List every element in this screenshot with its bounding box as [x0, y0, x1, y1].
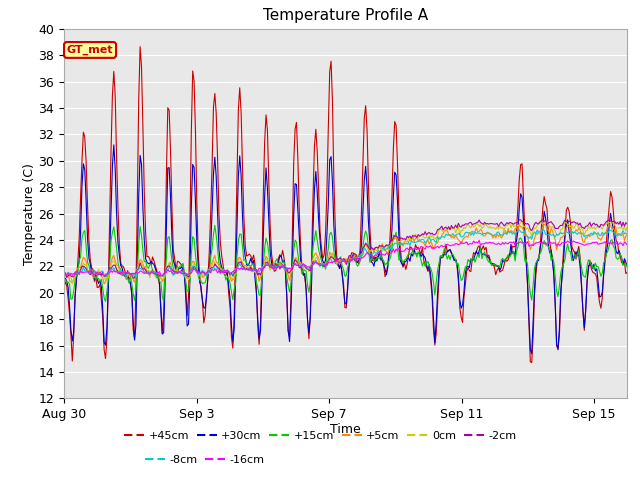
+5cm	[100, 281, 108, 287]
+15cm	[459, 276, 467, 282]
-16cm	[458, 239, 465, 245]
+30cm	[250, 258, 257, 264]
Y-axis label: Temperature (C): Temperature (C)	[22, 163, 36, 264]
+30cm	[60, 276, 68, 282]
0cm	[474, 221, 481, 227]
-16cm	[476, 238, 483, 243]
X-axis label: Time: Time	[330, 422, 361, 435]
+30cm	[230, 326, 238, 332]
-8cm	[570, 230, 577, 236]
+15cm	[376, 256, 383, 262]
0cm	[570, 226, 577, 231]
-2cm	[230, 270, 238, 276]
-16cm	[474, 240, 481, 246]
+5cm	[623, 232, 631, 238]
-2cm	[568, 220, 576, 226]
+5cm	[250, 267, 257, 273]
Line: 0cm: 0cm	[64, 221, 627, 284]
+15cm	[476, 254, 483, 260]
Line: -8cm: -8cm	[64, 230, 627, 277]
0cm	[623, 224, 631, 230]
Line: -2cm: -2cm	[64, 219, 627, 278]
0cm	[374, 247, 382, 252]
+15cm	[232, 281, 239, 287]
-16cm	[250, 266, 257, 272]
-2cm	[129, 275, 137, 281]
-2cm	[605, 216, 613, 222]
-16cm	[570, 238, 577, 244]
Text: GT_met: GT_met	[67, 45, 113, 55]
+45cm	[474, 244, 481, 250]
0cm	[68, 281, 76, 287]
+5cm	[474, 229, 481, 235]
Line: +45cm: +45cm	[64, 47, 627, 362]
-16cm	[60, 272, 68, 277]
+15cm	[211, 223, 219, 228]
+45cm	[374, 253, 382, 259]
+5cm	[458, 241, 465, 247]
0cm	[518, 218, 526, 224]
+45cm	[528, 360, 536, 365]
0cm	[60, 270, 68, 276]
+45cm	[136, 44, 144, 49]
-2cm	[623, 221, 631, 227]
-8cm	[515, 227, 523, 233]
Line: +5cm: +5cm	[64, 225, 627, 284]
-8cm	[623, 230, 631, 236]
+15cm	[570, 255, 577, 261]
-8cm	[458, 234, 465, 240]
+5cm	[570, 230, 577, 236]
0cm	[250, 267, 257, 273]
+5cm	[230, 276, 238, 282]
+15cm	[623, 264, 631, 270]
+30cm	[110, 142, 118, 148]
+15cm	[251, 266, 259, 272]
+30cm	[528, 351, 536, 357]
Legend: -8cm, -16cm: -8cm, -16cm	[140, 451, 269, 469]
-2cm	[458, 224, 465, 230]
+5cm	[374, 246, 382, 252]
-8cm	[474, 230, 481, 236]
-8cm	[250, 268, 257, 274]
0cm	[230, 273, 238, 278]
+45cm	[250, 252, 257, 258]
-8cm	[103, 274, 111, 280]
+15cm	[160, 299, 168, 304]
Legend: +45cm, +30cm, +15cm, +5cm, 0cm, -2cm: +45cm, +30cm, +15cm, +5cm, 0cm, -2cm	[120, 427, 520, 445]
Line: +15cm: +15cm	[64, 226, 627, 301]
-16cm	[102, 274, 109, 279]
-16cm	[374, 250, 382, 256]
0cm	[458, 228, 465, 233]
+5cm	[541, 222, 549, 228]
-2cm	[250, 267, 257, 273]
-2cm	[474, 219, 481, 225]
-2cm	[374, 245, 382, 251]
Line: +30cm: +30cm	[64, 145, 627, 354]
-8cm	[374, 247, 382, 253]
+30cm	[374, 255, 382, 261]
+15cm	[60, 277, 68, 283]
+30cm	[458, 305, 465, 311]
+45cm	[570, 247, 577, 253]
-8cm	[230, 267, 238, 273]
-8cm	[60, 271, 68, 277]
+45cm	[623, 269, 631, 275]
-16cm	[230, 268, 238, 274]
-2cm	[60, 270, 68, 276]
+45cm	[230, 313, 238, 319]
Title: Temperature Profile A: Temperature Profile A	[263, 9, 428, 24]
+30cm	[623, 264, 631, 269]
+45cm	[60, 284, 68, 290]
Line: -16cm: -16cm	[64, 240, 627, 276]
+30cm	[474, 252, 481, 258]
-16cm	[623, 242, 631, 248]
+5cm	[60, 272, 68, 277]
+30cm	[570, 258, 577, 264]
+45cm	[458, 314, 465, 320]
